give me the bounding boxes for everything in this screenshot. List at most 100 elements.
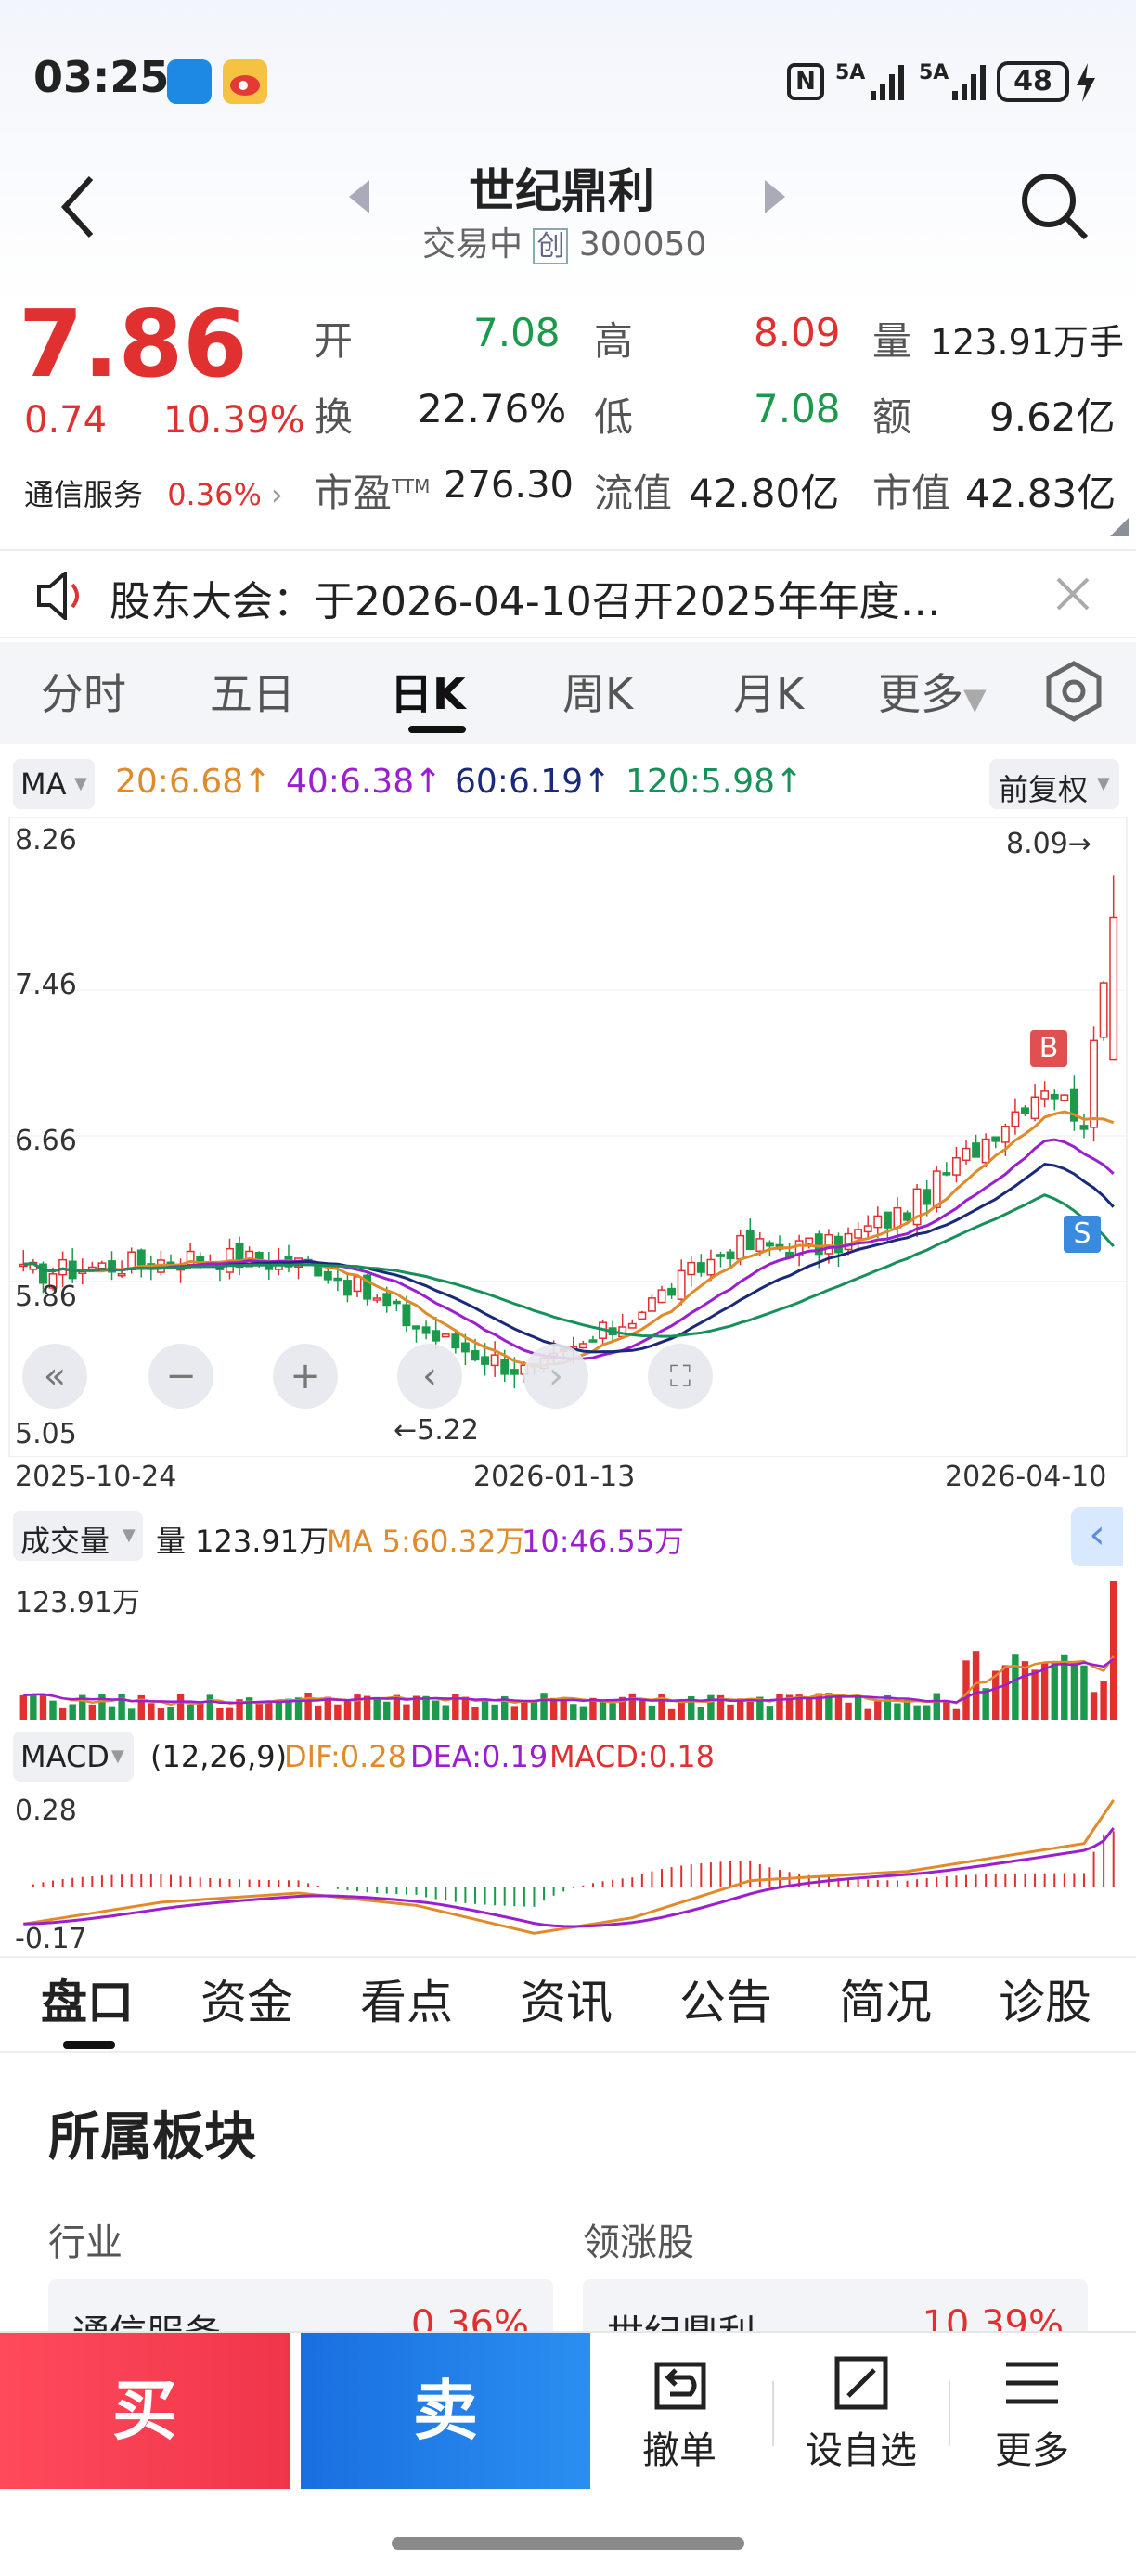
volume-bar xyxy=(275,1699,283,1720)
ma-selector[interactable]: MA ▼ xyxy=(13,759,95,809)
candle-body xyxy=(706,1258,716,1276)
volume-bar xyxy=(678,1701,685,1720)
tab-five-day[interactable]: 五日 xyxy=(210,669,295,719)
volume-bar xyxy=(845,1702,852,1720)
add-watchlist-label[interactable]: 设自选 xyxy=(806,2429,917,2472)
notice-bar[interactable]: 股东大会：于2026-04-10召开2025年年度… xyxy=(0,549,1136,638)
adjust-label: 前复权 xyxy=(999,772,1089,807)
turnover-label: 换 xyxy=(314,394,354,440)
volume-bar xyxy=(1110,1581,1117,1720)
tab-daily-k[interactable]: 日K xyxy=(390,669,466,719)
candle-body xyxy=(627,1322,637,1329)
tab-more-label: 更多 xyxy=(878,669,963,719)
tab-profile[interactable]: 简况 xyxy=(839,1976,932,2029)
ma40-value: 40:6.38↑ xyxy=(286,763,443,801)
volume-bar xyxy=(118,1693,125,1720)
volume-chart[interactable] xyxy=(0,1568,1136,1726)
volume-bar xyxy=(570,1704,577,1720)
low-value: 7.08 xyxy=(754,386,841,431)
volume-bar xyxy=(667,1708,676,1720)
candle-body xyxy=(1109,916,1118,1061)
volume-bar xyxy=(952,1708,961,1720)
tab-funds[interactable]: 资金 xyxy=(200,1976,293,2029)
volume-bar xyxy=(982,1688,989,1720)
macd-selector[interactable]: MACD ▼ xyxy=(13,1732,134,1782)
tab-intraday[interactable]: 分时 xyxy=(41,669,126,719)
edit-watchlist-icon[interactable] xyxy=(833,2355,889,2411)
volume-bar xyxy=(363,1695,371,1720)
low-marker: ←5.22 xyxy=(394,1414,479,1447)
pan-left-button[interactable]: ‹ xyxy=(397,1344,462,1409)
buy-button[interactable]: 买 xyxy=(0,2333,290,2489)
candle-body xyxy=(58,1258,68,1276)
sector-link[interactable]: 通信服务 0.36% › xyxy=(24,471,283,514)
volume-bar xyxy=(285,1698,292,1720)
menu-icon[interactable] xyxy=(1004,2359,1060,2407)
candle-body xyxy=(854,1229,863,1239)
x-label-mid: 2026-01-13 xyxy=(473,1461,636,1493)
tab-announcements[interactable]: 公告 xyxy=(679,1976,772,2029)
amount-label: 额 xyxy=(872,394,912,440)
sell-button[interactable]: 卖 xyxy=(301,2333,590,2489)
adjust-selector[interactable]: 前复权 ▼ xyxy=(989,759,1119,809)
back-icon[interactable] xyxy=(58,174,98,239)
tab-more[interactable]: 更多▼ xyxy=(878,661,987,722)
volume-bar xyxy=(324,1696,331,1720)
trade-status: 交易中 xyxy=(422,225,523,264)
volume-bar xyxy=(461,1696,470,1720)
collapse-panel-button[interactable]: ‹ xyxy=(1071,1507,1123,1566)
tab-highlights[interactable]: 看点 xyxy=(360,1976,453,2029)
search-icon[interactable] xyxy=(1019,171,1090,241)
volume-bar xyxy=(933,1693,940,1720)
dropdown-icon: ▼ xyxy=(123,1526,136,1545)
macd-chart[interactable] xyxy=(0,1782,1136,1958)
cancel-order-icon[interactable] xyxy=(653,2355,709,2411)
candle-body xyxy=(1040,1090,1050,1100)
candle-body xyxy=(647,1297,656,1312)
volume-bar xyxy=(1070,1660,1078,1720)
candle-body xyxy=(912,1188,922,1226)
more-label[interactable]: 更多 xyxy=(995,2429,1069,2472)
close-icon[interactable] xyxy=(1056,577,1090,611)
settings-hex-icon[interactable] xyxy=(1043,661,1104,722)
tab-quote-panel[interactable]: 盘口 xyxy=(41,1976,134,2029)
candle-body xyxy=(1099,982,1108,1038)
macd-value: MACD:0.18 xyxy=(549,1739,715,1774)
zoom-in-button[interactable]: + xyxy=(273,1344,338,1409)
tab-weekly-k[interactable]: 周K xyxy=(562,669,634,719)
y-label-top: 8.26 xyxy=(15,824,77,857)
home-indicator[interactable] xyxy=(392,2537,744,2550)
zoom-out-far-button[interactable]: « xyxy=(22,1344,87,1409)
volume-bar xyxy=(314,1705,322,1720)
volume-bar xyxy=(393,1694,401,1720)
volume-bar xyxy=(923,1705,931,1720)
next-stock-icon[interactable] xyxy=(763,180,785,213)
battery-icon: 48 xyxy=(997,61,1069,102)
expand-corner-icon[interactable] xyxy=(1110,518,1129,536)
candle-body xyxy=(196,1256,205,1262)
candle-body xyxy=(1011,1111,1020,1127)
ma120-value: 120:5.98↑ xyxy=(626,763,804,801)
volume-bar xyxy=(127,1708,136,1720)
candle-body xyxy=(893,1206,902,1229)
volume-bar xyxy=(854,1694,862,1720)
tab-monthly-k[interactable]: 月K xyxy=(733,669,805,719)
volume-selector[interactable]: 成交量 ▼ xyxy=(13,1511,143,1561)
prev-stock-icon[interactable] xyxy=(349,180,371,213)
volume-bar xyxy=(412,1695,420,1720)
app-notification-icon xyxy=(167,59,212,104)
fullscreen-button[interactable]: ⛶ xyxy=(648,1344,713,1409)
cancel-order-label[interactable]: 撤单 xyxy=(642,2429,716,2472)
candle-body xyxy=(490,1354,499,1367)
ma60-value: 60:6.19↑ xyxy=(455,763,612,801)
volume-bar xyxy=(88,1704,97,1720)
candle-body xyxy=(765,1242,774,1247)
tab-news[interactable]: 资讯 xyxy=(520,1976,613,2029)
signal-1-label: 5A xyxy=(835,61,866,84)
tab-diagnosis[interactable]: 诊股 xyxy=(999,1976,1091,2029)
volume-bar xyxy=(972,1651,980,1720)
zoom-out-button[interactable]: − xyxy=(148,1344,213,1409)
pan-right-button[interactable]: › xyxy=(523,1344,588,1409)
volume-bar xyxy=(432,1700,440,1720)
pe-label: 市盈TTM xyxy=(314,462,430,519)
